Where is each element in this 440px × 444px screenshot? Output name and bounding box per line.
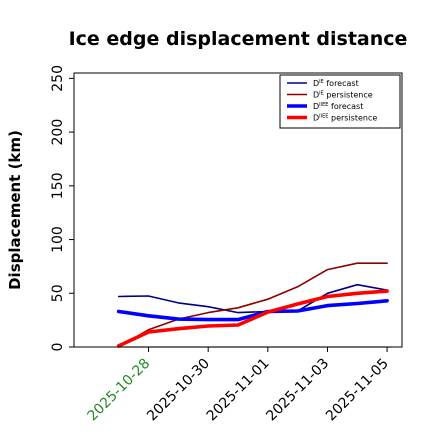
legend-label-0: DIE forecast [313,79,359,88]
series-line-1 [117,262,388,348]
x-tick-label: 2025-11-03 [263,356,332,425]
y-tick-label: 250 [50,65,66,92]
y-axis-label: Displacement (km) [6,130,24,290]
x-tick-label: 2025-11-01 [204,356,273,425]
y-tick-label: 100 [50,226,66,253]
chart-title: Ice edge displacement distance [69,28,408,50]
legend: DIE forecast DIE persistence DIIEE forecas… [279,74,401,129]
x-tick-label: 2025-10-28 [85,356,154,425]
legend-label-2: DIIEE forecast [313,102,363,111]
series-line-2 [116,298,389,322]
plot-layer [73,72,403,348]
y-tick-label: 50 [50,284,66,302]
x-axis: 2025-10-282025-10-302025-11-012025-11-03… [85,347,392,424]
series-line-0 [117,283,388,314]
x-tick-label: 2025-11-05 [323,356,392,425]
series-line-3 [116,289,389,348]
x-tick-label: 2025-10-30 [144,356,213,425]
legend-label-3: DIIEE persistence [313,114,377,123]
y-tick-label: 200 [50,119,66,146]
y-tick-label: 0 [50,343,66,352]
y-axis: 0 50 100 150 200 250 [50,65,74,351]
y-tick-label: 150 [50,172,66,199]
plot-frame [73,72,403,348]
legend-label-1: DIE persistence [313,91,373,100]
